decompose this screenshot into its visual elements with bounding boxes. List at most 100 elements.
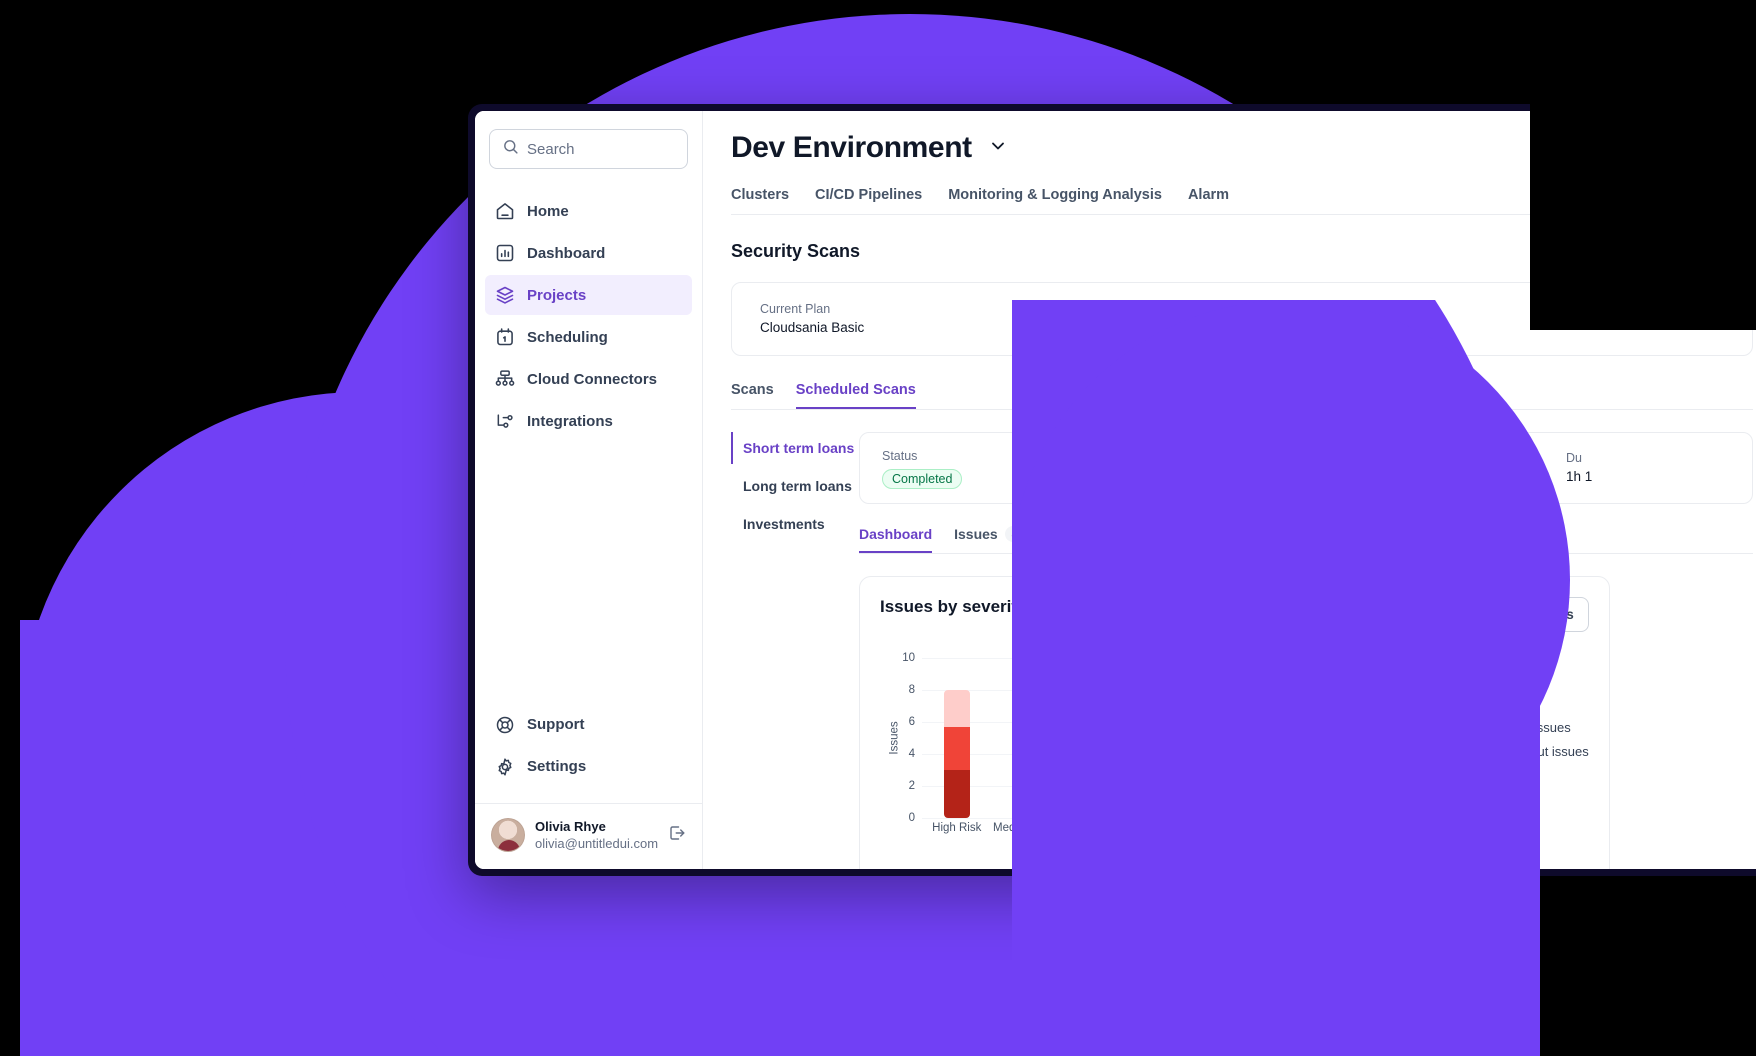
current-plan-block: Current Plan Cloudsania Basic — [760, 300, 1180, 339]
legend-swatch — [1454, 746, 1463, 756]
tab-dashboard-label: Dashboard — [859, 526, 933, 542]
start-time-block: Start Time Today, at 2:00AM — [1110, 449, 1338, 488]
logout-icon[interactable] — [668, 824, 686, 847]
scan-tabs: Scans Scheduled Scans — [731, 382, 1753, 410]
user-profile[interactable]: Olivia Rhye olivia@untitledui.com — [475, 802, 702, 869]
tab-scheduled-scans[interactable]: Scheduled Scans — [796, 382, 916, 409]
legend-swatch — [1454, 722, 1463, 732]
x-axis-label: Risk — [1049, 846, 1073, 858]
scan-summary-card: Status Completed Start Time Today, at 2:… — [859, 432, 1753, 504]
x-axis-tick: Medium Risk — [993, 822, 1060, 834]
sidebar-item-label: Integrations — [527, 412, 613, 430]
search-icon — [502, 138, 519, 160]
view-scanned-urls-button[interactable]: View scanned URLs — [1430, 597, 1589, 632]
x-axis-tick: Low Risk — [1072, 822, 1120, 834]
legend-label: URLs without issues — [1471, 743, 1589, 759]
list-item-short-term-loans[interactable]: Short term loans — [731, 432, 859, 464]
active-scans-block: Active Scans 2 — [1180, 300, 1252, 339]
bar-segment — [1082, 717, 1109, 730]
y-axis-tick: 6 — [908, 716, 915, 728]
urls-donut-chart — [1264, 650, 1442, 828]
search-placeholder: Search — [527, 140, 575, 158]
list-item-investments[interactable]: Investments — [743, 516, 825, 532]
life-buoy-icon — [495, 715, 515, 735]
view-issues-button[interactable]: View Issues — [1093, 597, 1200, 632]
start-time-value: Today, at 2:00AM — [1110, 469, 1215, 485]
y-axis-tick: 0 — [908, 812, 915, 824]
detail-tabs: Dashboard Issues 40 Scan statistics — [859, 526, 1753, 554]
sidebar-item-integrations[interactable]: Integrations — [485, 401, 692, 441]
tab-issues[interactable]: Issues 40 — [954, 526, 1033, 553]
bar-segment — [943, 690, 970, 727]
legend-label: URLs with issues — [1471, 719, 1571, 735]
bar-segment — [1082, 754, 1109, 818]
tab-monitoring[interactable]: Monitoring & Logging Analysis — [948, 187, 1162, 203]
sidebar-item-label: Dashboard — [527, 244, 606, 262]
user-name: Olivia Rhye — [535, 818, 606, 834]
sidebar-nav: Home Dashboard P — [475, 191, 702, 441]
active-scans-value: 2 — [1180, 320, 1188, 336]
sidebar-item-settings[interactable]: Settings — [485, 747, 692, 787]
tab-alarm[interactable]: Alarm — [1187, 187, 1230, 203]
sidebar-item-label: Cloud Connectors — [527, 370, 657, 388]
bar-segment — [943, 770, 970, 818]
tab-clusters[interactable]: Clusters — [731, 187, 790, 203]
y-axis-tick: 8 — [908, 684, 915, 696]
scanned-urls-panel: Scanned URLs View scanned URLs URLs with… — [1243, 576, 1610, 869]
end-time-label: End Time — [1338, 450, 1391, 465]
sidebar-spacer — [475, 441, 702, 705]
sidebar-item-support[interactable]: Support — [485, 705, 692, 745]
sidebar-item-label: Projects — [527, 286, 587, 304]
chevron-down-icon[interactable] — [988, 136, 1008, 161]
sidebar-item-dashboard[interactable]: Dashboard — [485, 233, 692, 273]
sidebar-item-projects[interactable]: Projects — [485, 275, 692, 315]
bar-chart-icon — [495, 243, 515, 263]
bar-segment — [1013, 662, 1040, 706]
main-content: Dev Environment Clusters CI/CD Pipelines… — [703, 111, 1756, 869]
bar-segment — [1152, 722, 1179, 754]
bar-information — [1152, 702, 1179, 818]
search-input[interactable]: Search — [489, 129, 688, 169]
duration-block: Du 1h 1 — [1566, 449, 1686, 488]
page-title: Dev Environment — [731, 131, 972, 164]
plan-summary-card: Current Plan Cloudsania Basic Active Sca… — [731, 282, 1753, 356]
legend-item: URLs with issues — [1454, 720, 1589, 735]
app-window: Search Home — [468, 104, 1756, 876]
flow-icon — [495, 411, 515, 431]
end-time-value: Today, at 3:14AM — [1338, 469, 1443, 485]
scan-group-list: Short term loans Long term loans Investm… — [731, 432, 859, 869]
sidebar-item-label: Support — [527, 716, 585, 734]
issues-bar-chart: Issues 0 2 4 6 8 10 High Risk Medium Risk Low R… — [880, 652, 1200, 869]
urls-panel-title: Scanned URLs — [1264, 597, 1384, 616]
avatar — [491, 818, 525, 853]
section-title: Security Scans — [731, 241, 861, 261]
current-plan-label: Current Plan — [760, 301, 831, 316]
x-axis-tick-labels: High Risk Medium Risk Low Risk Information — [922, 822, 1200, 834]
calendar-icon — [495, 327, 515, 347]
end-time-block: End Time Today, at 3:14AM — [1338, 449, 1566, 488]
sidebar-item-cloud-connectors[interactable]: Cloud Connectors — [485, 359, 692, 399]
list-item-long-term-loans[interactable]: Long term loans — [743, 478, 852, 494]
duration-value: 1h 1 — [1566, 469, 1593, 485]
bar-segment — [1013, 706, 1040, 762]
home-icon — [495, 201, 515, 221]
tab-scans[interactable]: Scans — [731, 382, 774, 398]
status-label: Status — [882, 449, 918, 464]
bar-segment — [1152, 754, 1179, 818]
tab-dashboard[interactable]: Dashboard — [859, 526, 932, 553]
status-badge: Completed — [882, 468, 963, 489]
layers-icon — [495, 285, 515, 305]
sidebar-item-home[interactable]: Home — [485, 191, 692, 231]
tab-cicd[interactable]: CI/CD Pipelines — [815, 187, 923, 203]
bar-low-risk — [1082, 717, 1109, 818]
donut-legend: URLs with issues URLs without issues — [1454, 720, 1589, 759]
tab-scan-statistics[interactable]: Scan statistics — [1054, 526, 1152, 553]
sidebar-item-scheduling[interactable]: Scheduling — [485, 317, 692, 357]
sidebar: Search Home — [475, 111, 703, 869]
bar-chart-plot: 0 2 4 6 8 10 — [902, 652, 1200, 824]
grid-line — [922, 818, 1200, 819]
x-axis-tick: Information — [1136, 822, 1195, 834]
y-axis-label: Issues — [888, 721, 901, 755]
sidebar-item-label: Settings — [527, 758, 587, 776]
active-scans-label: Active Scans — [1180, 301, 1253, 316]
